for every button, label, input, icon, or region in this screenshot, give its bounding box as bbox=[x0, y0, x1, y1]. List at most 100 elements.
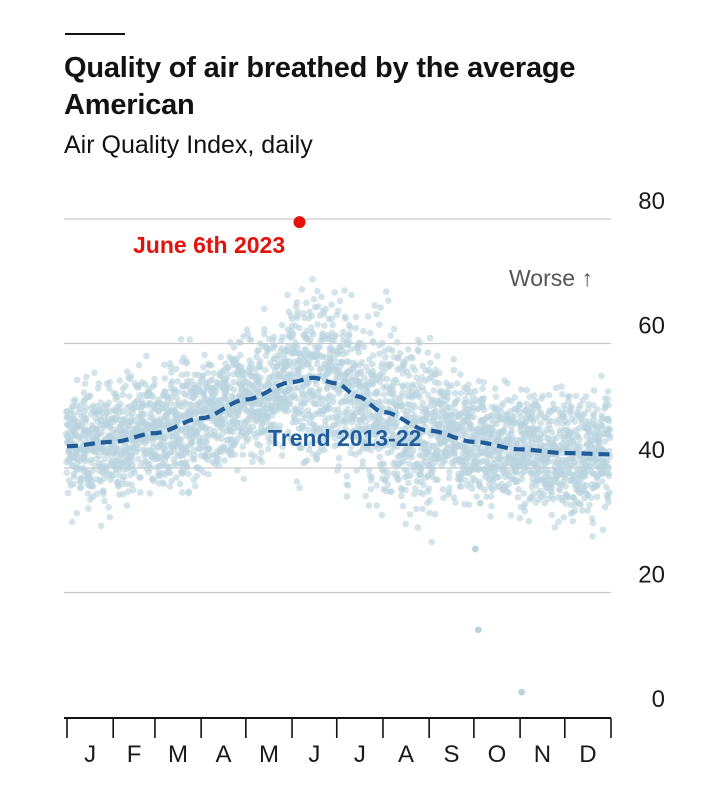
daily-point bbox=[318, 293, 325, 301]
daily-point bbox=[316, 343, 323, 351]
daily-point bbox=[348, 345, 355, 353]
daily-point bbox=[223, 364, 231, 372]
daily-point bbox=[166, 483, 174, 490]
daily-point bbox=[105, 504, 112, 511]
daily-point bbox=[304, 457, 311, 464]
month-label-0: J bbox=[84, 741, 96, 768]
daily-point bbox=[546, 476, 553, 484]
daily-point bbox=[540, 490, 547, 498]
daily-point bbox=[230, 386, 238, 394]
daily-point bbox=[305, 426, 312, 434]
daily-point bbox=[329, 321, 337, 329]
daily-point bbox=[177, 336, 185, 343]
y-tick-label-40: 40 bbox=[638, 437, 665, 464]
daily-point bbox=[274, 428, 281, 436]
daily-point bbox=[117, 400, 124, 408]
daily-point bbox=[365, 390, 372, 397]
daily-point bbox=[491, 385, 499, 392]
daily-point bbox=[528, 410, 536, 417]
worse-label: Worse ↑ bbox=[509, 265, 593, 291]
daily-point bbox=[116, 377, 124, 384]
daily-point bbox=[366, 329, 374, 337]
daily-point bbox=[314, 321, 321, 328]
daily-point bbox=[191, 482, 199, 490]
daily-point bbox=[342, 315, 349, 322]
daily-point bbox=[319, 332, 326, 339]
daily-point bbox=[558, 391, 566, 398]
daily-point bbox=[525, 517, 533, 525]
daily-point bbox=[424, 349, 432, 357]
daily-point bbox=[146, 490, 154, 497]
daily-point bbox=[178, 489, 186, 496]
daily-point bbox=[558, 449, 565, 457]
daily-point bbox=[341, 428, 349, 436]
daily-point bbox=[106, 385, 113, 392]
daily-point bbox=[215, 456, 222, 463]
trend-line bbox=[67, 375, 610, 457]
daily-point bbox=[436, 369, 443, 377]
daily-point bbox=[115, 472, 123, 479]
daily-point bbox=[427, 359, 434, 367]
daily-point bbox=[576, 435, 584, 443]
daily-point bbox=[80, 389, 88, 397]
daily-point bbox=[426, 334, 434, 342]
daily-point bbox=[330, 398, 337, 406]
daily-point bbox=[498, 408, 505, 416]
daily-point bbox=[398, 492, 405, 500]
daily-point bbox=[405, 346, 412, 353]
daily-point bbox=[371, 302, 379, 309]
highlight-point bbox=[293, 216, 306, 229]
daily-point bbox=[426, 497, 434, 504]
daily-point bbox=[353, 389, 360, 396]
daily-point bbox=[596, 433, 603, 441]
daily-point bbox=[523, 400, 530, 408]
daily-point bbox=[571, 418, 578, 425]
daily-point bbox=[393, 419, 401, 427]
daily-point bbox=[85, 505, 92, 512]
daily-point bbox=[450, 366, 458, 374]
daily-point bbox=[128, 452, 135, 459]
daily-point bbox=[178, 371, 186, 379]
daily-point bbox=[166, 360, 174, 367]
daily-point bbox=[490, 430, 497, 438]
daily-point bbox=[394, 470, 401, 478]
daily-point bbox=[577, 401, 584, 409]
daily-point bbox=[411, 366, 419, 374]
daily-point bbox=[101, 497, 108, 505]
daily-point bbox=[470, 413, 478, 421]
daily-point bbox=[191, 451, 198, 459]
month-label-9: O bbox=[488, 741, 507, 768]
daily-point bbox=[98, 429, 105, 437]
daily-point bbox=[352, 313, 360, 321]
daily-point bbox=[596, 441, 604, 448]
daily-point bbox=[452, 499, 459, 506]
daily-point bbox=[376, 350, 383, 358]
daily-point bbox=[544, 458, 552, 466]
daily-point bbox=[435, 380, 442, 387]
daily-point bbox=[605, 498, 612, 506]
daily-point bbox=[599, 526, 607, 533]
daily-point bbox=[405, 460, 413, 468]
daily-point bbox=[301, 415, 309, 422]
daily-point bbox=[82, 403, 89, 411]
daily-point bbox=[307, 336, 314, 343]
daily-point bbox=[258, 449, 265, 456]
daily-point bbox=[119, 480, 127, 488]
daily-point bbox=[400, 458, 407, 465]
daily-point bbox=[481, 486, 489, 494]
daily-point bbox=[514, 441, 521, 448]
daily-point bbox=[168, 378, 176, 385]
daily-point bbox=[383, 435, 390, 442]
daily-point bbox=[193, 472, 201, 480]
daily-point bbox=[308, 312, 316, 320]
daily-point bbox=[426, 509, 433, 517]
daily-point bbox=[399, 389, 406, 396]
daily-point bbox=[514, 494, 522, 501]
daily-point bbox=[593, 493, 601, 501]
daily-point bbox=[340, 328, 347, 336]
daily-point bbox=[303, 299, 310, 307]
daily-point bbox=[355, 439, 363, 447]
daily-point bbox=[539, 392, 547, 400]
daily-point bbox=[298, 286, 306, 293]
daily-point bbox=[382, 288, 390, 295]
